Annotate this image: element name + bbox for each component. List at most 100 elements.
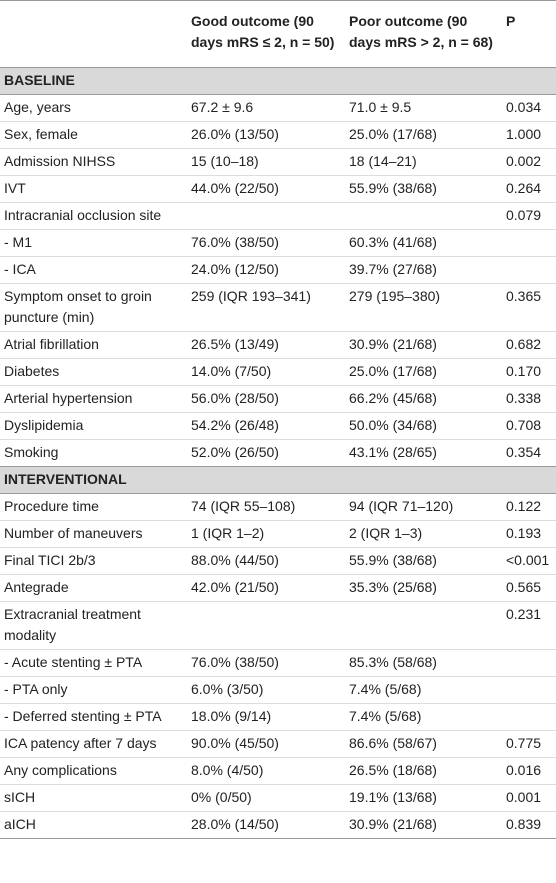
row-label: IVT xyxy=(0,175,187,203)
section-row: BASELINE xyxy=(0,67,556,95)
data-row: - ICA 24.0% (12/50) 39.7% (27/68) xyxy=(0,256,556,284)
cell: 76.0% (38/50) xyxy=(187,649,345,677)
cell: 30.9% (21/68) xyxy=(345,331,502,359)
cell: 6.0% (3/50) xyxy=(187,676,345,704)
cell: 0% (0/50) xyxy=(187,784,345,812)
cell: 86.6% (58/67) xyxy=(345,730,502,758)
data-row: - Acute stenting ± PTA 76.0% (38/50) 85.3%… xyxy=(0,649,556,677)
cell: 90.0% (45/50) xyxy=(187,730,345,758)
cell: 44.0% (22/50) xyxy=(187,175,345,203)
cell: 28.0% (14/50) xyxy=(187,811,345,839)
row-label: Diabetes xyxy=(0,358,187,386)
data-row: Smoking 52.0% (26/50) 43.1% (28/65) 0.354 xyxy=(0,439,556,467)
cell: 0.264 xyxy=(502,175,556,203)
row-label: - ICA xyxy=(0,256,187,284)
cell: 0.708 xyxy=(502,412,556,440)
cell: 18.0% (9/14) xyxy=(187,703,345,731)
cell: 0.034 xyxy=(502,94,556,122)
cell: 74 (IQR 55–108) xyxy=(187,493,345,521)
cell: 71.0 ± 9.5 xyxy=(345,94,502,122)
cell: 0.122 xyxy=(502,493,556,521)
cell: 0.365 xyxy=(502,283,556,332)
data-row: Intracranial occlusion site 0.079 xyxy=(0,202,556,230)
cell: <0.001 xyxy=(502,547,556,575)
data-row: Procedure time 74 (IQR 55–108) 94 (IQR 71–… xyxy=(0,493,556,521)
cell: 0.193 xyxy=(502,520,556,548)
cell: 0.079 xyxy=(502,202,556,230)
row-label: - M1 xyxy=(0,229,187,257)
data-row: Age, years 67.2 ± 9.6 71.0 ± 9.5 0.034 xyxy=(0,94,556,122)
cell xyxy=(187,202,345,230)
cell xyxy=(502,676,556,704)
data-row: Antegrade 42.0% (21/50) 35.3% (25/68) 0.565 xyxy=(0,574,556,602)
row-label: aICH xyxy=(0,811,187,839)
row-label: Symptom onset to groin puncture (min) xyxy=(0,283,187,332)
cell: 0.354 xyxy=(502,439,556,467)
cell xyxy=(502,256,556,284)
row-label: sICH xyxy=(0,784,187,812)
cell: 66.2% (45/68) xyxy=(345,385,502,413)
cell: 1 (IQR 1–2) xyxy=(187,520,345,548)
data-row: Admission NIHSS 15 (10–18) 18 (14–21) 0.002 xyxy=(0,148,556,176)
cell: 30.9% (21/68) xyxy=(345,811,502,839)
cell: 67.2 ± 9.6 xyxy=(187,94,345,122)
cell: 26.5% (18/68) xyxy=(345,757,502,785)
row-label: Sex, female xyxy=(0,121,187,149)
header-cell: Good outcome (90 days mRS ≤ 2, n = 50) xyxy=(191,13,335,50)
cell: 26.0% (13/50) xyxy=(187,121,345,149)
data-row: Extracranial treatment modality 0.231 xyxy=(0,601,556,650)
cell: 0.775 xyxy=(502,730,556,758)
cell: 0.338 xyxy=(502,385,556,413)
row-label: - Deferred stenting ± PTA xyxy=(0,703,187,731)
data-row: Dyslipidemia 54.2% (26/48) 50.0% (34/68) 0.… xyxy=(0,412,556,440)
data-row: Arterial hypertension 56.0% (28/50) 66.2% … xyxy=(0,385,556,413)
data-row: Diabetes 14.0% (7/50) 25.0% (17/68) 0.170 xyxy=(0,358,556,386)
row-label: - PTA only xyxy=(0,676,187,704)
cell: 55.9% (38/68) xyxy=(345,175,502,203)
cell: 39.7% (27/68) xyxy=(345,256,502,284)
cell: 50.0% (34/68) xyxy=(345,412,502,440)
row-label: Age, years xyxy=(0,94,187,122)
data-row: Atrial fibrillation 26.5% (13/49) 30.9% (2… xyxy=(0,331,556,359)
cell xyxy=(345,601,502,650)
data-table: Good outcome (90 days mRS ≤ 2, n = 50) Po… xyxy=(0,0,556,839)
cell xyxy=(502,229,556,257)
cell: 85.3% (58/68) xyxy=(345,649,502,677)
cell: 52.0% (26/50) xyxy=(187,439,345,467)
data-row: Final TICI 2b/3 88.0% (44/50) 55.9% (38/68… xyxy=(0,547,556,575)
cell: 25.0% (17/68) xyxy=(345,121,502,149)
cell: 7.4% (5/68) xyxy=(345,703,502,731)
data-row: aICH 28.0% (14/50) 30.9% (21/68) 0.839 xyxy=(0,811,556,839)
row-label: Intracranial occlusion site xyxy=(0,202,187,230)
cell: 0.002 xyxy=(502,148,556,176)
section-title: INTERVENTIONAL xyxy=(0,466,556,494)
data-row: sICH 0% (0/50) 19.1% (13/68) 0.001 xyxy=(0,784,556,812)
cell: 0.231 xyxy=(502,601,556,650)
cell: 1.000 xyxy=(502,121,556,149)
cell: 42.0% (21/50) xyxy=(187,574,345,602)
row-label: Number of maneuvers xyxy=(0,520,187,548)
data-row: Sex, female 26.0% (13/50) 25.0% (17/68) 1.0… xyxy=(0,121,556,149)
cell: 0.682 xyxy=(502,331,556,359)
row-label: ICA patency after 7 days xyxy=(0,730,187,758)
section-row: INTERVENTIONAL xyxy=(0,466,556,494)
row-label: Procedure time xyxy=(0,493,187,521)
data-row: - PTA only 6.0% (3/50) 7.4% (5/68) xyxy=(0,676,556,704)
data-row: Any complications 8.0% (4/50) 26.5% (18/68… xyxy=(0,757,556,785)
cell: 2 (IQR 1–3) xyxy=(345,520,502,548)
cell: 88.0% (44/50) xyxy=(187,547,345,575)
cell: 15 (10–18) xyxy=(187,148,345,176)
cell: 18 (14–21) xyxy=(345,148,502,176)
cell: 35.3% (25/68) xyxy=(345,574,502,602)
data-row: Symptom onset to groin puncture (min) 259… xyxy=(0,283,556,332)
data-row: Number of maneuvers 1 (IQR 1–2) 2 (IQR 1–3… xyxy=(0,520,556,548)
row-label: Admission NIHSS xyxy=(0,148,187,176)
header-row: Good outcome (90 days mRS ≤ 2, n = 50) Po… xyxy=(0,1,556,68)
data-row: - M1 76.0% (38/50) 60.3% (41/68) xyxy=(0,229,556,257)
section-title: BASELINE xyxy=(0,67,556,95)
header-cell: P xyxy=(506,13,516,29)
cell: 7.4% (5/68) xyxy=(345,676,502,704)
row-label: Atrial fibrillation xyxy=(0,331,187,359)
cell: 0.170 xyxy=(502,358,556,386)
